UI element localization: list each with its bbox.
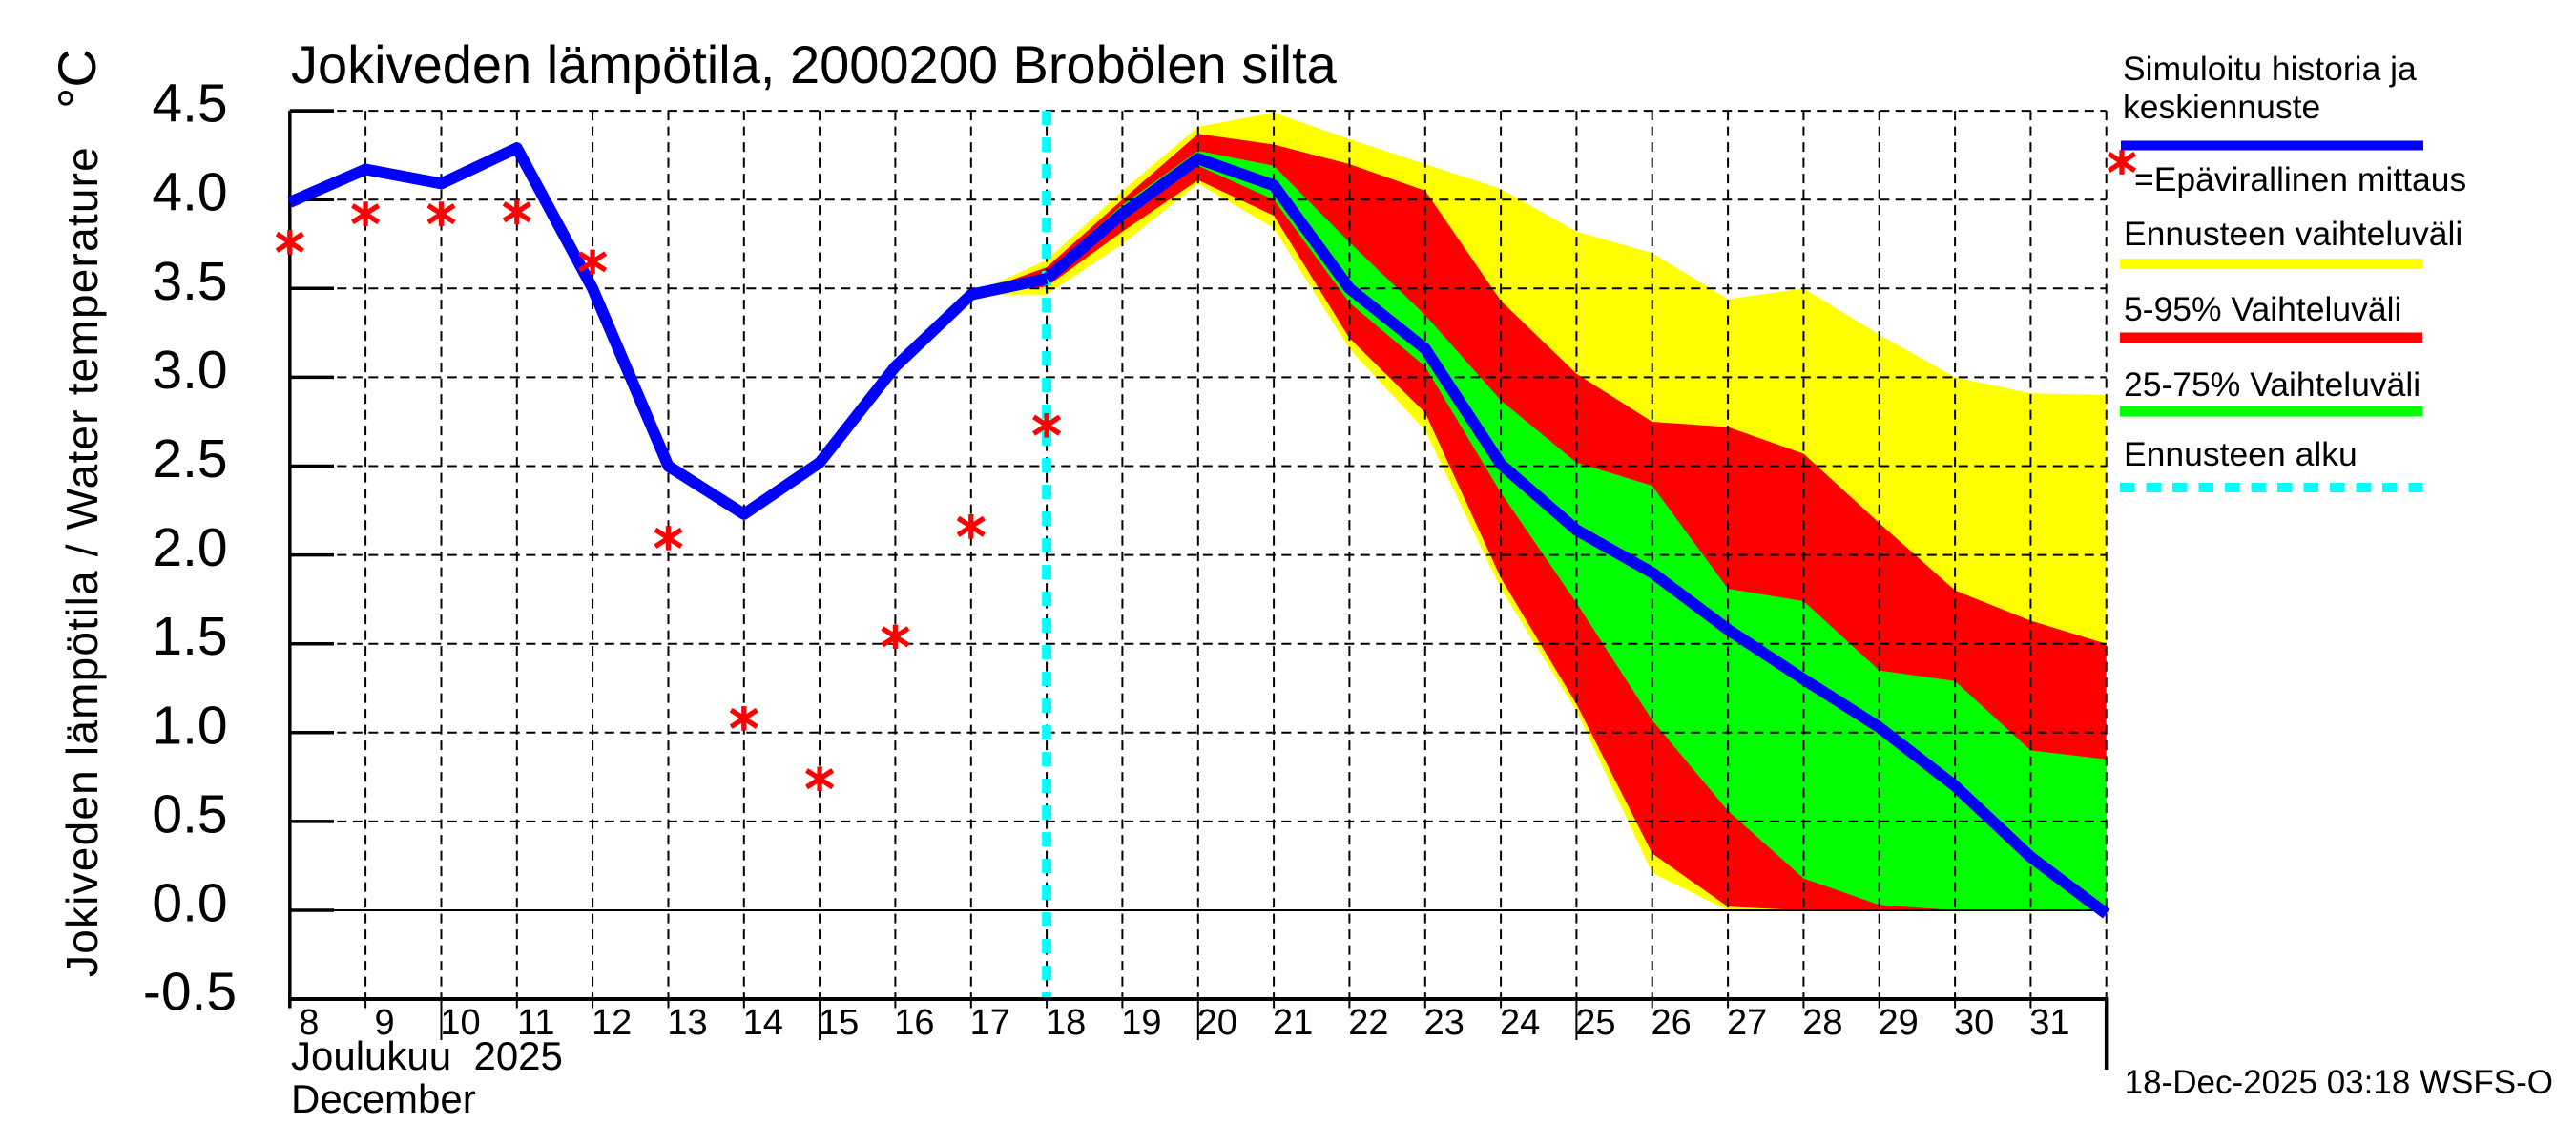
svg-text:2.5: 2.5 bbox=[152, 428, 227, 489]
svg-text:19: 19 bbox=[1121, 1003, 1161, 1043]
svg-text:9: 9 bbox=[375, 1003, 395, 1043]
svg-text:3.0: 3.0 bbox=[152, 340, 227, 401]
svg-text:24: 24 bbox=[1500, 1003, 1540, 1043]
svg-text:25: 25 bbox=[1575, 1003, 1615, 1043]
svg-text:Jokiveden lämpötila / Water te: Jokiveden lämpötila / Water temperature bbox=[57, 146, 107, 977]
svg-text:18-Dec-2025 03:18 WSFS-O: 18-Dec-2025 03:18 WSFS-O bbox=[2125, 1064, 2553, 1101]
svg-text:13: 13 bbox=[667, 1003, 707, 1043]
svg-text:17: 17 bbox=[970, 1003, 1010, 1043]
svg-text:keskiennuste: keskiennuste bbox=[2123, 88, 2320, 126]
svg-text:31: 31 bbox=[2029, 1003, 2069, 1043]
svg-text:21: 21 bbox=[1273, 1003, 1313, 1043]
svg-text:15: 15 bbox=[819, 1003, 859, 1043]
svg-text:Joulukuu 2025: Joulukuu 2025 bbox=[291, 1033, 563, 1078]
svg-text:5-95% Vaihteluväli: 5-95% Vaihteluväli bbox=[2124, 290, 2401, 328]
svg-text:11: 11 bbox=[517, 1003, 554, 1043]
svg-text:Ennusteen alku: Ennusteen alku bbox=[2124, 435, 2358, 473]
svg-text:27: 27 bbox=[1727, 1003, 1767, 1043]
svg-text:25-75% Vaihteluväli: 25-75% Vaihteluväli bbox=[2124, 365, 2420, 404]
svg-text:1.0: 1.0 bbox=[152, 695, 227, 756]
svg-text:29: 29 bbox=[1879, 1003, 1919, 1043]
svg-text:1.5: 1.5 bbox=[152, 606, 227, 667]
svg-text:16: 16 bbox=[894, 1003, 934, 1043]
svg-text:26: 26 bbox=[1652, 1003, 1692, 1043]
svg-text:20: 20 bbox=[1197, 1003, 1237, 1043]
svg-text:0.5: 0.5 bbox=[152, 783, 227, 844]
svg-text:10: 10 bbox=[440, 1003, 480, 1043]
svg-text:23: 23 bbox=[1424, 1003, 1465, 1043]
svg-text:4.0: 4.0 bbox=[152, 162, 227, 223]
svg-text:3.5: 3.5 bbox=[152, 251, 227, 312]
svg-text:8: 8 bbox=[299, 1003, 319, 1043]
svg-text:28: 28 bbox=[1802, 1003, 1842, 1043]
svg-text:14: 14 bbox=[743, 1003, 783, 1043]
svg-text:0.0: 0.0 bbox=[152, 873, 227, 934]
svg-text:4.5: 4.5 bbox=[152, 73, 227, 135]
svg-text:December: December bbox=[291, 1076, 476, 1121]
svg-text:Simuloitu historia ja: Simuloitu historia ja bbox=[2123, 50, 2417, 88]
svg-text:30: 30 bbox=[1954, 1003, 1994, 1043]
svg-text:Jokiveden lämpötila, 2000200 B: Jokiveden lämpötila, 2000200 Brobölen si… bbox=[291, 34, 1338, 94]
svg-text:18: 18 bbox=[1046, 1003, 1086, 1043]
svg-text:2.0: 2.0 bbox=[152, 517, 227, 578]
svg-text:-0.5: -0.5 bbox=[143, 962, 237, 1023]
svg-text:Ennusteen vaihteluväli: Ennusteen vaihteluväli bbox=[2124, 215, 2462, 253]
svg-text:12: 12 bbox=[592, 1003, 632, 1043]
svg-text:22: 22 bbox=[1348, 1003, 1388, 1043]
svg-text:=Epävirallinen mittaus: =Epävirallinen mittaus bbox=[2134, 160, 2466, 198]
svg-text:°C: °C bbox=[47, 49, 107, 109]
